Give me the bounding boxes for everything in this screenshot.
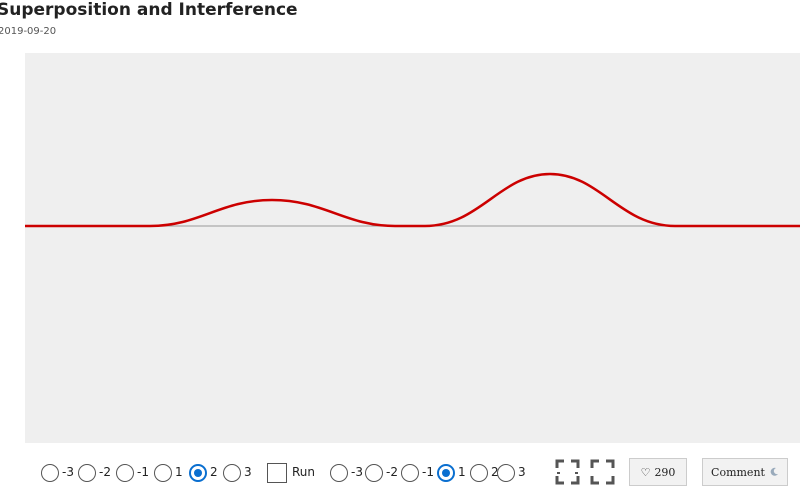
radio[interactable] [154,464,172,482]
radio-label: 2 [210,465,218,479]
radio-label: -1 [422,465,434,479]
comment-label: Comment [711,465,765,479]
radio-label: 3 [244,465,252,479]
page-date: 2019-09-20 [0,26,57,37]
radio-label: 3 [518,465,526,479]
radio[interactable] [497,464,515,482]
fullscreen-icon[interactable] [555,459,615,485]
heart-icon: ♡ [640,465,651,479]
radio-label: -3 [351,465,363,479]
radio[interactable] [41,464,59,482]
wave [25,172,800,228]
run-label: Run [292,465,316,479]
radio-label: -3 [62,465,74,479]
radio[interactable] [365,464,383,482]
radio[interactable] [116,464,134,482]
radio-label: 1 [458,465,466,479]
radio[interactable] [78,464,96,482]
radio[interactable] [401,464,419,482]
radio-label: 2 [491,465,499,479]
radio-label: 1 [175,465,183,479]
like-count: 290 [654,465,676,479]
radio-label: -2 [99,465,111,479]
radio[interactable] [470,464,488,482]
comment-icon [770,467,778,476]
radio-label: -1 [137,465,149,479]
radio[interactable] [437,464,455,482]
radio-label: -2 [386,465,398,479]
canvas-bg [25,53,800,443]
comment-button[interactable]: Comment [702,458,788,486]
radio[interactable] [330,464,348,482]
page-title: Superposition and Interference [0,0,298,20]
radio[interactable] [189,464,207,482]
run-checkbox[interactable] [267,463,287,483]
radio[interactable] [223,464,241,482]
like-button[interactable]: ♡ 290 [629,458,687,486]
